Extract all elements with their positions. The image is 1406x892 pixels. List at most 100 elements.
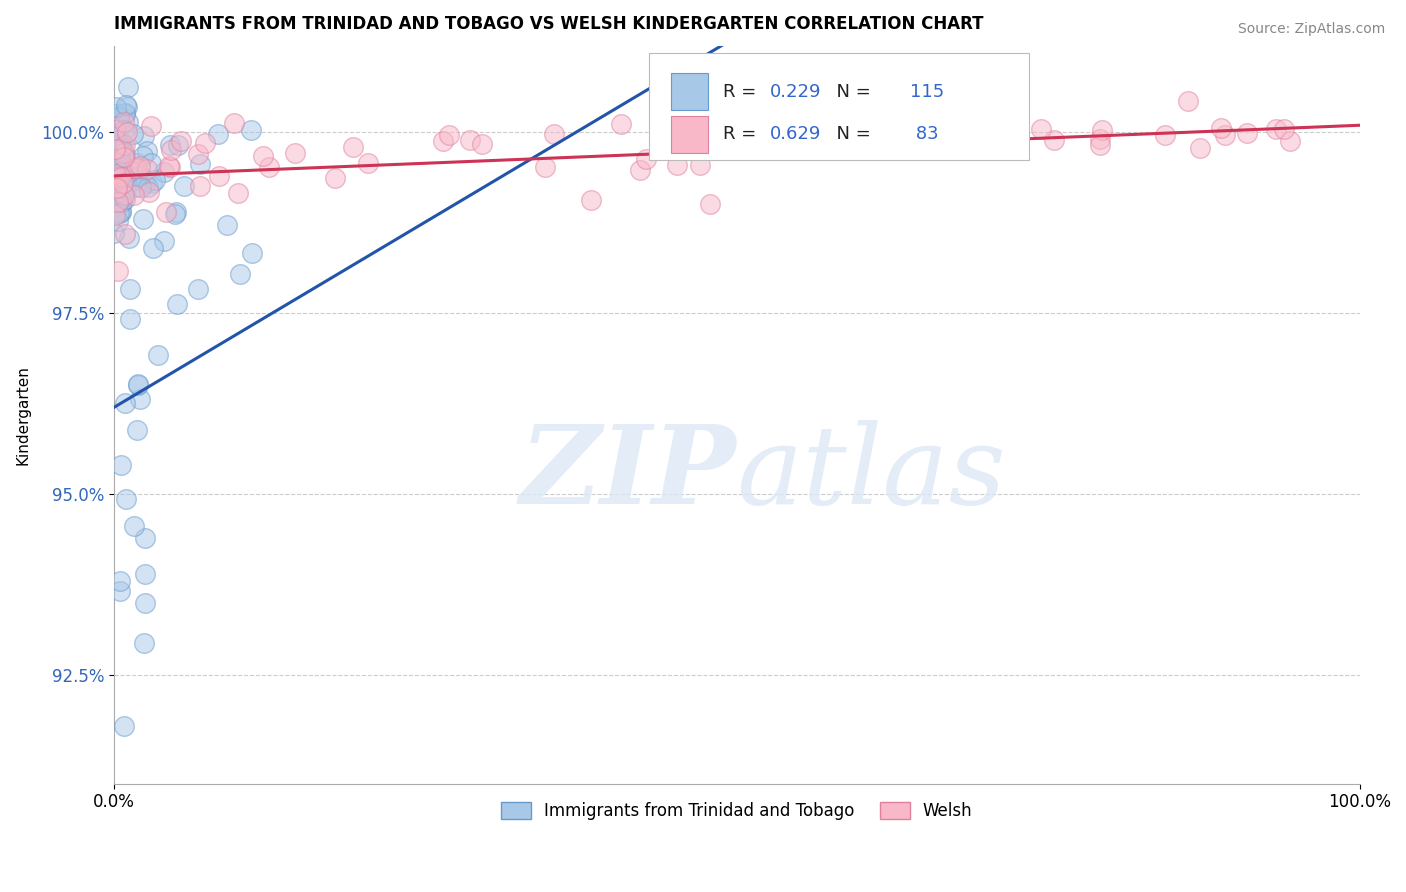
Point: [129, 169, 152, 183]
Point: [943, 119, 966, 133]
Point: [104, 143, 127, 157]
Point: [110, 194, 132, 208]
Point: [104, 123, 127, 137]
Point: [127, 376, 149, 391]
Point: [900, 117, 922, 131]
Point: [793, 138, 815, 153]
Point: [194, 136, 217, 151]
Text: atlas: atlas: [737, 420, 1007, 527]
Point: [115, 125, 138, 139]
Point: [208, 169, 231, 184]
Point: [105, 172, 128, 186]
Point: [132, 212, 155, 227]
Point: [121, 163, 143, 178]
Point: [160, 143, 183, 157]
Point: [114, 106, 136, 120]
Point: [105, 172, 128, 186]
Legend: Immigrants from Trinidad and Tobago, Welsh: Immigrants from Trinidad and Tobago, Wel…: [494, 796, 979, 827]
Point: [188, 157, 211, 171]
Point: [609, 117, 631, 131]
Point: [117, 114, 139, 128]
Point: [159, 137, 181, 152]
Point: [924, 111, 946, 125]
Point: [166, 297, 188, 311]
Point: [107, 214, 129, 228]
Point: [581, 194, 603, 208]
Point: [105, 142, 128, 156]
Point: [972, 144, 994, 158]
Point: [115, 491, 138, 506]
Text: 0.629: 0.629: [770, 126, 821, 144]
Point: [118, 312, 141, 326]
Point: [132, 148, 155, 162]
Point: [114, 396, 136, 410]
Text: R =: R =: [723, 83, 762, 101]
Point: [104, 99, 127, 113]
Point: [252, 149, 274, 163]
Point: [1154, 128, 1177, 143]
Point: [226, 186, 249, 200]
Point: [136, 180, 159, 194]
Point: [173, 178, 195, 193]
Point: [1042, 132, 1064, 146]
Point: [240, 246, 263, 260]
Point: [323, 171, 346, 186]
Point: [110, 164, 132, 178]
Point: [257, 160, 280, 174]
Point: [437, 128, 460, 142]
Point: [342, 140, 364, 154]
Point: [112, 145, 135, 160]
Point: [111, 138, 134, 153]
Point: [187, 282, 209, 296]
Point: [112, 187, 135, 202]
Point: [932, 123, 955, 137]
Point: [117, 178, 139, 193]
Point: [105, 107, 128, 121]
Point: [104, 175, 127, 189]
Point: [146, 348, 169, 362]
Point: [104, 208, 127, 222]
Point: [120, 282, 142, 296]
Point: [112, 115, 135, 129]
Point: [165, 204, 187, 219]
Point: [217, 218, 239, 232]
Text: 0.229: 0.229: [770, 83, 821, 101]
Point: [891, 136, 914, 150]
Point: [110, 204, 132, 219]
Point: [108, 144, 131, 158]
Point: [789, 119, 811, 133]
Point: [114, 138, 136, 153]
Point: [103, 200, 125, 214]
Point: [122, 519, 145, 533]
Point: [108, 151, 131, 165]
Point: [103, 226, 125, 240]
Point: [107, 162, 129, 177]
Point: [141, 176, 163, 190]
Point: [108, 137, 131, 152]
Point: [1279, 134, 1302, 148]
Text: Source: ZipAtlas.com: Source: ZipAtlas.com: [1237, 22, 1385, 37]
Point: [111, 164, 134, 178]
Point: [114, 227, 136, 242]
Point: [103, 138, 125, 153]
Point: [240, 123, 263, 137]
Point: [127, 377, 149, 392]
Point: [163, 206, 186, 220]
Point: [471, 136, 494, 151]
Point: [138, 186, 160, 200]
Point: [110, 205, 132, 219]
Point: [105, 133, 128, 147]
Point: [153, 165, 176, 179]
Point: [107, 264, 129, 278]
Point: [229, 267, 252, 281]
Point: [112, 123, 135, 137]
Point: [110, 141, 132, 155]
Point: [141, 155, 163, 169]
Point: [152, 234, 174, 248]
Point: [103, 110, 125, 124]
Point: [114, 192, 136, 206]
Point: [107, 148, 129, 162]
Point: [134, 176, 156, 190]
Point: [628, 162, 651, 177]
Point: [1088, 138, 1111, 153]
